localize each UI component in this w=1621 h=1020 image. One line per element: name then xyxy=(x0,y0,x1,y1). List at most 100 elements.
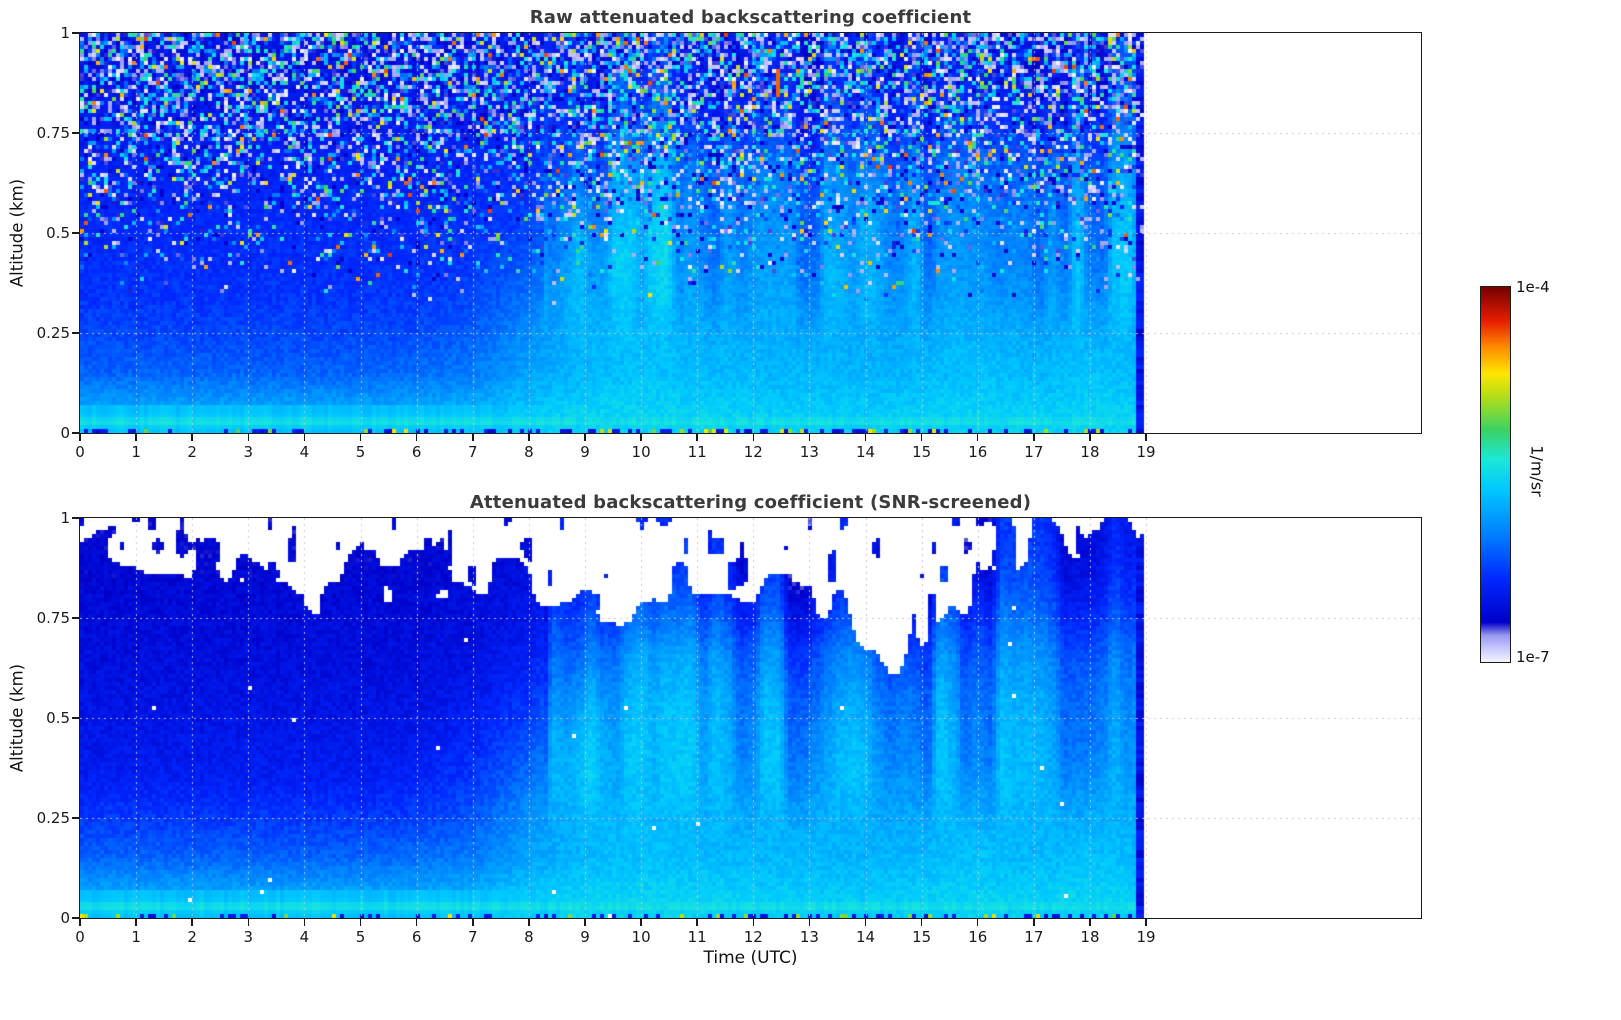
x-tick-label: 15 xyxy=(912,928,932,946)
x-tick-mark xyxy=(808,434,811,441)
x-tick-mark xyxy=(976,919,979,926)
x-tick-label: 17 xyxy=(1024,928,1044,946)
x-tick-label: 5 xyxy=(355,443,366,461)
x-tick-mark xyxy=(359,434,362,441)
x-tick-mark xyxy=(472,919,474,926)
x-tick-label: 6 xyxy=(411,928,422,946)
x-tick-label: 2 xyxy=(187,443,197,461)
x-tick-mark xyxy=(1033,919,1035,926)
x-tick-mark xyxy=(920,919,923,926)
x-tick-mark xyxy=(191,919,193,926)
y-tick-label: 1 xyxy=(60,24,70,42)
x-tick-mark xyxy=(1145,434,1147,441)
x-tick-mark xyxy=(808,919,811,926)
x-tick-mark xyxy=(528,919,530,926)
x-tick-mark xyxy=(79,434,81,441)
y-tick-mark xyxy=(72,617,79,619)
x-tick-mark xyxy=(864,919,867,926)
x-tick-label: 16 xyxy=(968,443,988,461)
y-tick-label: 0.75 xyxy=(36,609,70,627)
x-tick-mark xyxy=(696,434,698,441)
x-tick-mark xyxy=(247,919,250,926)
plot-title-screened: Attenuated backscattering coefficient (S… xyxy=(469,492,1032,513)
x-tick-label: 19 xyxy=(1136,443,1156,461)
x-tick-label: 9 xyxy=(580,928,590,946)
x-tick-label: 18 xyxy=(1080,443,1100,461)
y-tick-mark xyxy=(72,232,79,234)
x-axis-label: Time (UTC) xyxy=(703,948,798,968)
x-tick-mark xyxy=(191,434,193,441)
y-tick-label: 0.25 xyxy=(36,324,70,342)
y-tick-label: 1 xyxy=(60,509,70,527)
x-tick-mark xyxy=(920,434,923,441)
x-tick-label: 1 xyxy=(131,928,141,946)
x-tick-mark xyxy=(472,434,474,441)
x-tick-mark xyxy=(528,434,530,441)
x-tick-label: 8 xyxy=(524,443,534,461)
x-tick-label: 10 xyxy=(631,443,651,461)
y-tick-mark xyxy=(72,717,79,719)
x-tick-mark xyxy=(415,919,418,926)
x-tick-mark xyxy=(247,434,250,441)
colorbar xyxy=(1481,287,1510,662)
x-tick-mark xyxy=(135,434,137,441)
x-tick-mark xyxy=(135,919,137,926)
y-tick-label: 0.25 xyxy=(36,809,70,827)
x-tick-mark xyxy=(415,434,418,441)
x-tick-label: 11 xyxy=(687,928,707,946)
x-tick-label: 18 xyxy=(1080,928,1100,946)
x-tick-mark xyxy=(1089,919,1091,926)
y-tick-label: 0.75 xyxy=(36,124,70,142)
x-tick-label: 8 xyxy=(524,928,534,946)
x-tick-label: 10 xyxy=(631,928,651,946)
x-tick-label: 0 xyxy=(75,928,85,946)
x-tick-label: 2 xyxy=(187,928,197,946)
plot-title-raw: Raw attenuated backscattering coefficien… xyxy=(529,7,972,28)
heatmap-screened xyxy=(80,518,1421,918)
y-tick-label: 0 xyxy=(60,424,70,442)
x-tick-label: 7 xyxy=(467,928,478,946)
x-tick-label: 14 xyxy=(855,443,876,461)
x-tick-mark xyxy=(976,434,979,441)
x-tick-label: 14 xyxy=(855,928,876,946)
y-tick-label: 0.5 xyxy=(46,224,70,242)
x-tick-mark xyxy=(359,919,362,926)
x-tick-label: 1 xyxy=(131,443,141,461)
x-tick-label: 7 xyxy=(467,443,478,461)
x-tick-label: 9 xyxy=(580,443,590,461)
x-tick-mark xyxy=(1033,434,1035,441)
x-tick-label: 12 xyxy=(743,443,763,461)
x-tick-mark xyxy=(696,919,698,926)
x-tick-label: 3 xyxy=(243,443,254,461)
x-tick-label: 11 xyxy=(687,443,707,461)
x-tick-mark xyxy=(584,919,586,926)
x-tick-mark xyxy=(640,434,642,441)
x-tick-label: 4 xyxy=(299,443,310,461)
x-tick-label: 13 xyxy=(799,928,819,946)
colorbar-min-label: 1e-7 xyxy=(1516,648,1550,666)
x-tick-label: 4 xyxy=(299,928,310,946)
x-tick-label: 17 xyxy=(1024,443,1044,461)
colorbar-max-label: 1e-4 xyxy=(1516,278,1550,296)
x-tick-mark xyxy=(640,919,642,926)
x-tick-mark xyxy=(1089,434,1091,441)
y-tick-mark xyxy=(72,132,79,134)
x-tick-mark xyxy=(79,919,81,926)
x-tick-mark xyxy=(584,434,586,441)
x-tick-label: 15 xyxy=(912,443,932,461)
y-tick-mark xyxy=(72,32,79,34)
x-tick-mark xyxy=(752,919,755,926)
y-tick-mark xyxy=(72,917,79,919)
y-tick-mark xyxy=(72,517,79,519)
x-tick-label: 12 xyxy=(743,928,763,946)
x-tick-label: 3 xyxy=(243,928,254,946)
colorbar-unit-label: 1/m/sr xyxy=(1527,445,1547,497)
x-tick-mark xyxy=(1145,919,1147,926)
y-tick-label: 0 xyxy=(60,909,70,927)
x-tick-mark xyxy=(303,434,306,441)
x-tick-mark xyxy=(864,434,867,441)
x-tick-label: 6 xyxy=(411,443,422,461)
x-tick-label: 19 xyxy=(1136,928,1156,946)
y-tick-label: 0.5 xyxy=(46,709,70,727)
